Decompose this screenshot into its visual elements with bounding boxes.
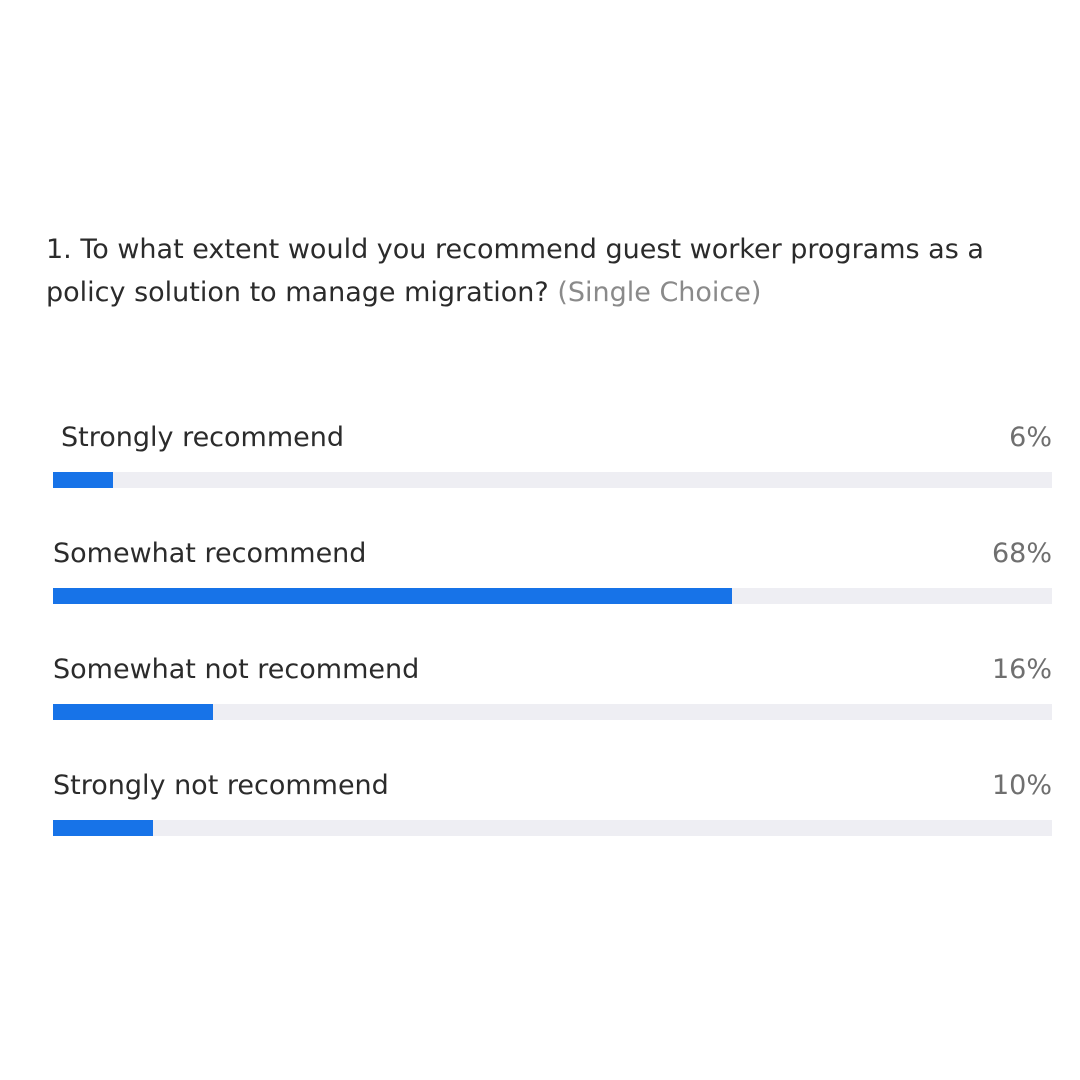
question-text: 1. To what extent would you recommend gu… (46, 234, 984, 308)
option-label: Somewhat recommend (53, 538, 367, 569)
option-label: Somewhat not recommend (53, 654, 420, 685)
progress-bar-track (53, 704, 1052, 720)
option-percent: 68% (991, 538, 1052, 569)
poll-option-somewhat-recommend: Somewhat recommend 68% (53, 536, 1052, 616)
poll-question: 1. To what extent would you recommend gu… (46, 228, 1036, 314)
progress-bar-fill (53, 472, 113, 488)
progress-bar-track (53, 588, 1052, 604)
option-percent: 10% (991, 770, 1052, 801)
poll-option-somewhat-not-recommend: Somewhat not recommend 16% (53, 652, 1052, 732)
poll-option-strongly-not-recommend: Strongly not recommend 10% (53, 768, 1052, 848)
option-label: Strongly not recommend (53, 770, 389, 801)
progress-bar-fill (53, 704, 213, 720)
option-percent: 6% (1009, 422, 1052, 453)
progress-bar-track (53, 472, 1052, 488)
question-type: (Single Choice) (557, 277, 762, 308)
option-percent: 16% (991, 654, 1052, 685)
option-label: Strongly recommend (61, 422, 345, 453)
progress-bar-track (53, 820, 1052, 836)
progress-bar-fill (53, 588, 733, 604)
poll-option-strongly-recommend: Strongly recommend 6% (53, 420, 1052, 500)
progress-bar-fill (53, 820, 153, 836)
